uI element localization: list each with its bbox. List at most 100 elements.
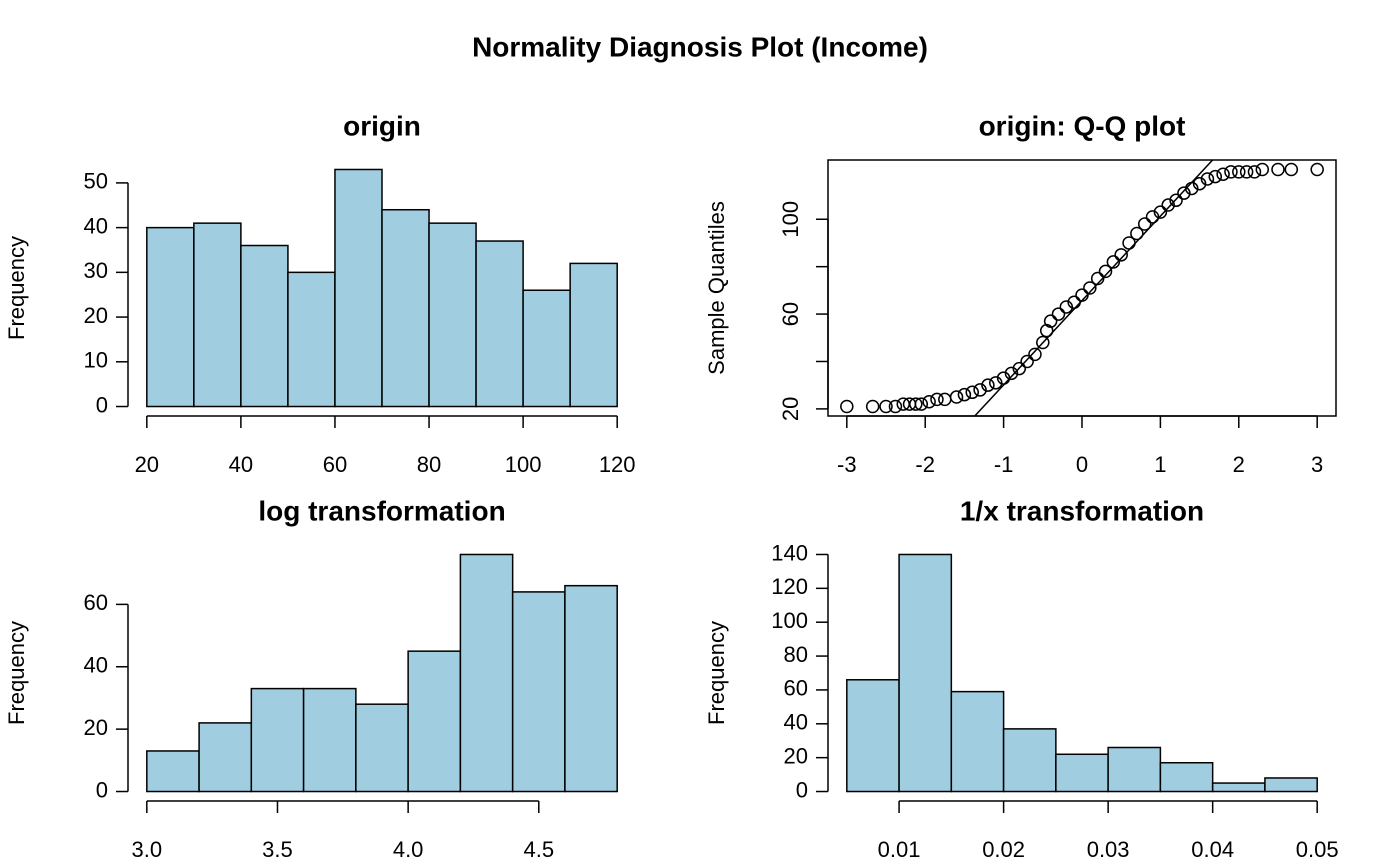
point <box>1067 295 1081 309</box>
point <box>1216 167 1230 181</box>
point <box>1075 288 1089 302</box>
bar <box>287 271 336 408</box>
y-tick-label: 80 <box>784 642 808 667</box>
bar <box>569 262 618 408</box>
point <box>1310 162 1324 177</box>
x-tick-label: 120 <box>599 452 636 477</box>
bar <box>334 168 383 408</box>
panel-title: origin: Q-Q plot <box>979 110 1186 141</box>
y-tick-label: 0 <box>96 777 108 802</box>
point <box>1208 169 1223 184</box>
y-axis-label: Sample Quantiles <box>704 201 729 375</box>
bar <box>1107 746 1162 793</box>
point <box>989 376 1003 390</box>
bar <box>381 208 430 408</box>
bar <box>1002 728 1057 793</box>
point <box>840 399 854 414</box>
x-tick-label: 20 <box>135 452 159 477</box>
point <box>996 371 1011 385</box>
figure-title: Normality Diagnosis Plot (Income) <box>472 31 928 62</box>
point <box>1004 366 1019 381</box>
point <box>1153 205 1168 219</box>
point <box>981 378 995 392</box>
bar <box>511 591 566 793</box>
x-tick-label: 0.05 <box>1296 837 1339 862</box>
bar <box>1264 777 1318 793</box>
x-tick-label: 3.0 <box>132 837 163 862</box>
bar <box>564 584 618 793</box>
bar <box>240 244 289 408</box>
point <box>1059 300 1074 314</box>
y-tick-label: 0 <box>96 392 108 417</box>
x-tick-label: 4.0 <box>393 837 424 862</box>
y-tick-label: 100 <box>771 608 808 633</box>
y-tick-label: 20 <box>84 303 108 328</box>
point <box>888 399 903 414</box>
x-tick-label: 3.5 <box>262 837 293 862</box>
point <box>1114 248 1128 262</box>
bar <box>1211 782 1266 793</box>
y-tick-label: 100 <box>778 201 803 238</box>
bar <box>407 650 462 793</box>
bar <box>146 226 195 408</box>
x-tick-label: 0.02 <box>982 837 1025 862</box>
bar <box>302 687 357 793</box>
x-tick-label: 1 <box>1154 452 1166 477</box>
point <box>1169 193 1183 208</box>
x-tick-label: 100 <box>505 452 542 477</box>
point <box>1090 271 1105 286</box>
plot-box <box>827 159 1337 417</box>
x-tick-label: 4.5 <box>523 837 554 862</box>
point <box>1247 165 1262 179</box>
point <box>879 399 893 414</box>
bar <box>1159 761 1214 793</box>
panel-title: 1/x transformation <box>960 495 1204 526</box>
y-tick-label: 20 <box>778 397 803 421</box>
bar <box>475 240 524 408</box>
y-tick-label: 30 <box>84 258 108 283</box>
point <box>949 390 964 404</box>
point <box>957 387 972 402</box>
point <box>1271 162 1285 177</box>
x-tick-label: -3 <box>837 452 857 477</box>
point <box>1020 354 1034 369</box>
point <box>1122 236 1136 250</box>
point <box>1192 176 1207 191</box>
x-tick-label: 0.04 <box>1191 837 1234 862</box>
y-tick-label: 140 <box>771 540 808 565</box>
point <box>1239 165 1254 179</box>
panel-title: log transformation <box>258 495 505 526</box>
y-tick-label: 60 <box>84 590 108 615</box>
bar <box>846 679 900 793</box>
y-tick-label: 120 <box>771 574 808 599</box>
point <box>1043 314 1058 328</box>
x-tick-label: 60 <box>323 452 347 477</box>
y-tick-label: 40 <box>784 710 808 735</box>
point <box>1255 162 1270 177</box>
y-tick-label: 60 <box>784 676 808 701</box>
point <box>865 399 880 414</box>
point <box>1145 210 1160 224</box>
point <box>1161 198 1175 212</box>
point <box>1028 347 1042 362</box>
x-tick-label: 80 <box>417 452 441 477</box>
point <box>1106 255 1121 269</box>
y-tick-label: 20 <box>84 715 108 740</box>
point <box>1185 181 1199 196</box>
y-tick-label: 40 <box>84 653 108 678</box>
y-tick-label: 0 <box>796 777 808 802</box>
x-tick-label: 0 <box>1076 452 1088 477</box>
point <box>1232 165 1246 179</box>
y-axis-label: Frequency <box>4 621 29 725</box>
point <box>973 383 987 397</box>
x-tick-label: -1 <box>994 452 1014 477</box>
point <box>1284 162 1299 177</box>
point <box>1036 335 1050 350</box>
point <box>1224 165 1238 179</box>
bar <box>193 222 242 408</box>
panel-title: origin <box>343 110 421 141</box>
x-tick-label: -2 <box>915 452 935 477</box>
point <box>1051 307 1066 321</box>
